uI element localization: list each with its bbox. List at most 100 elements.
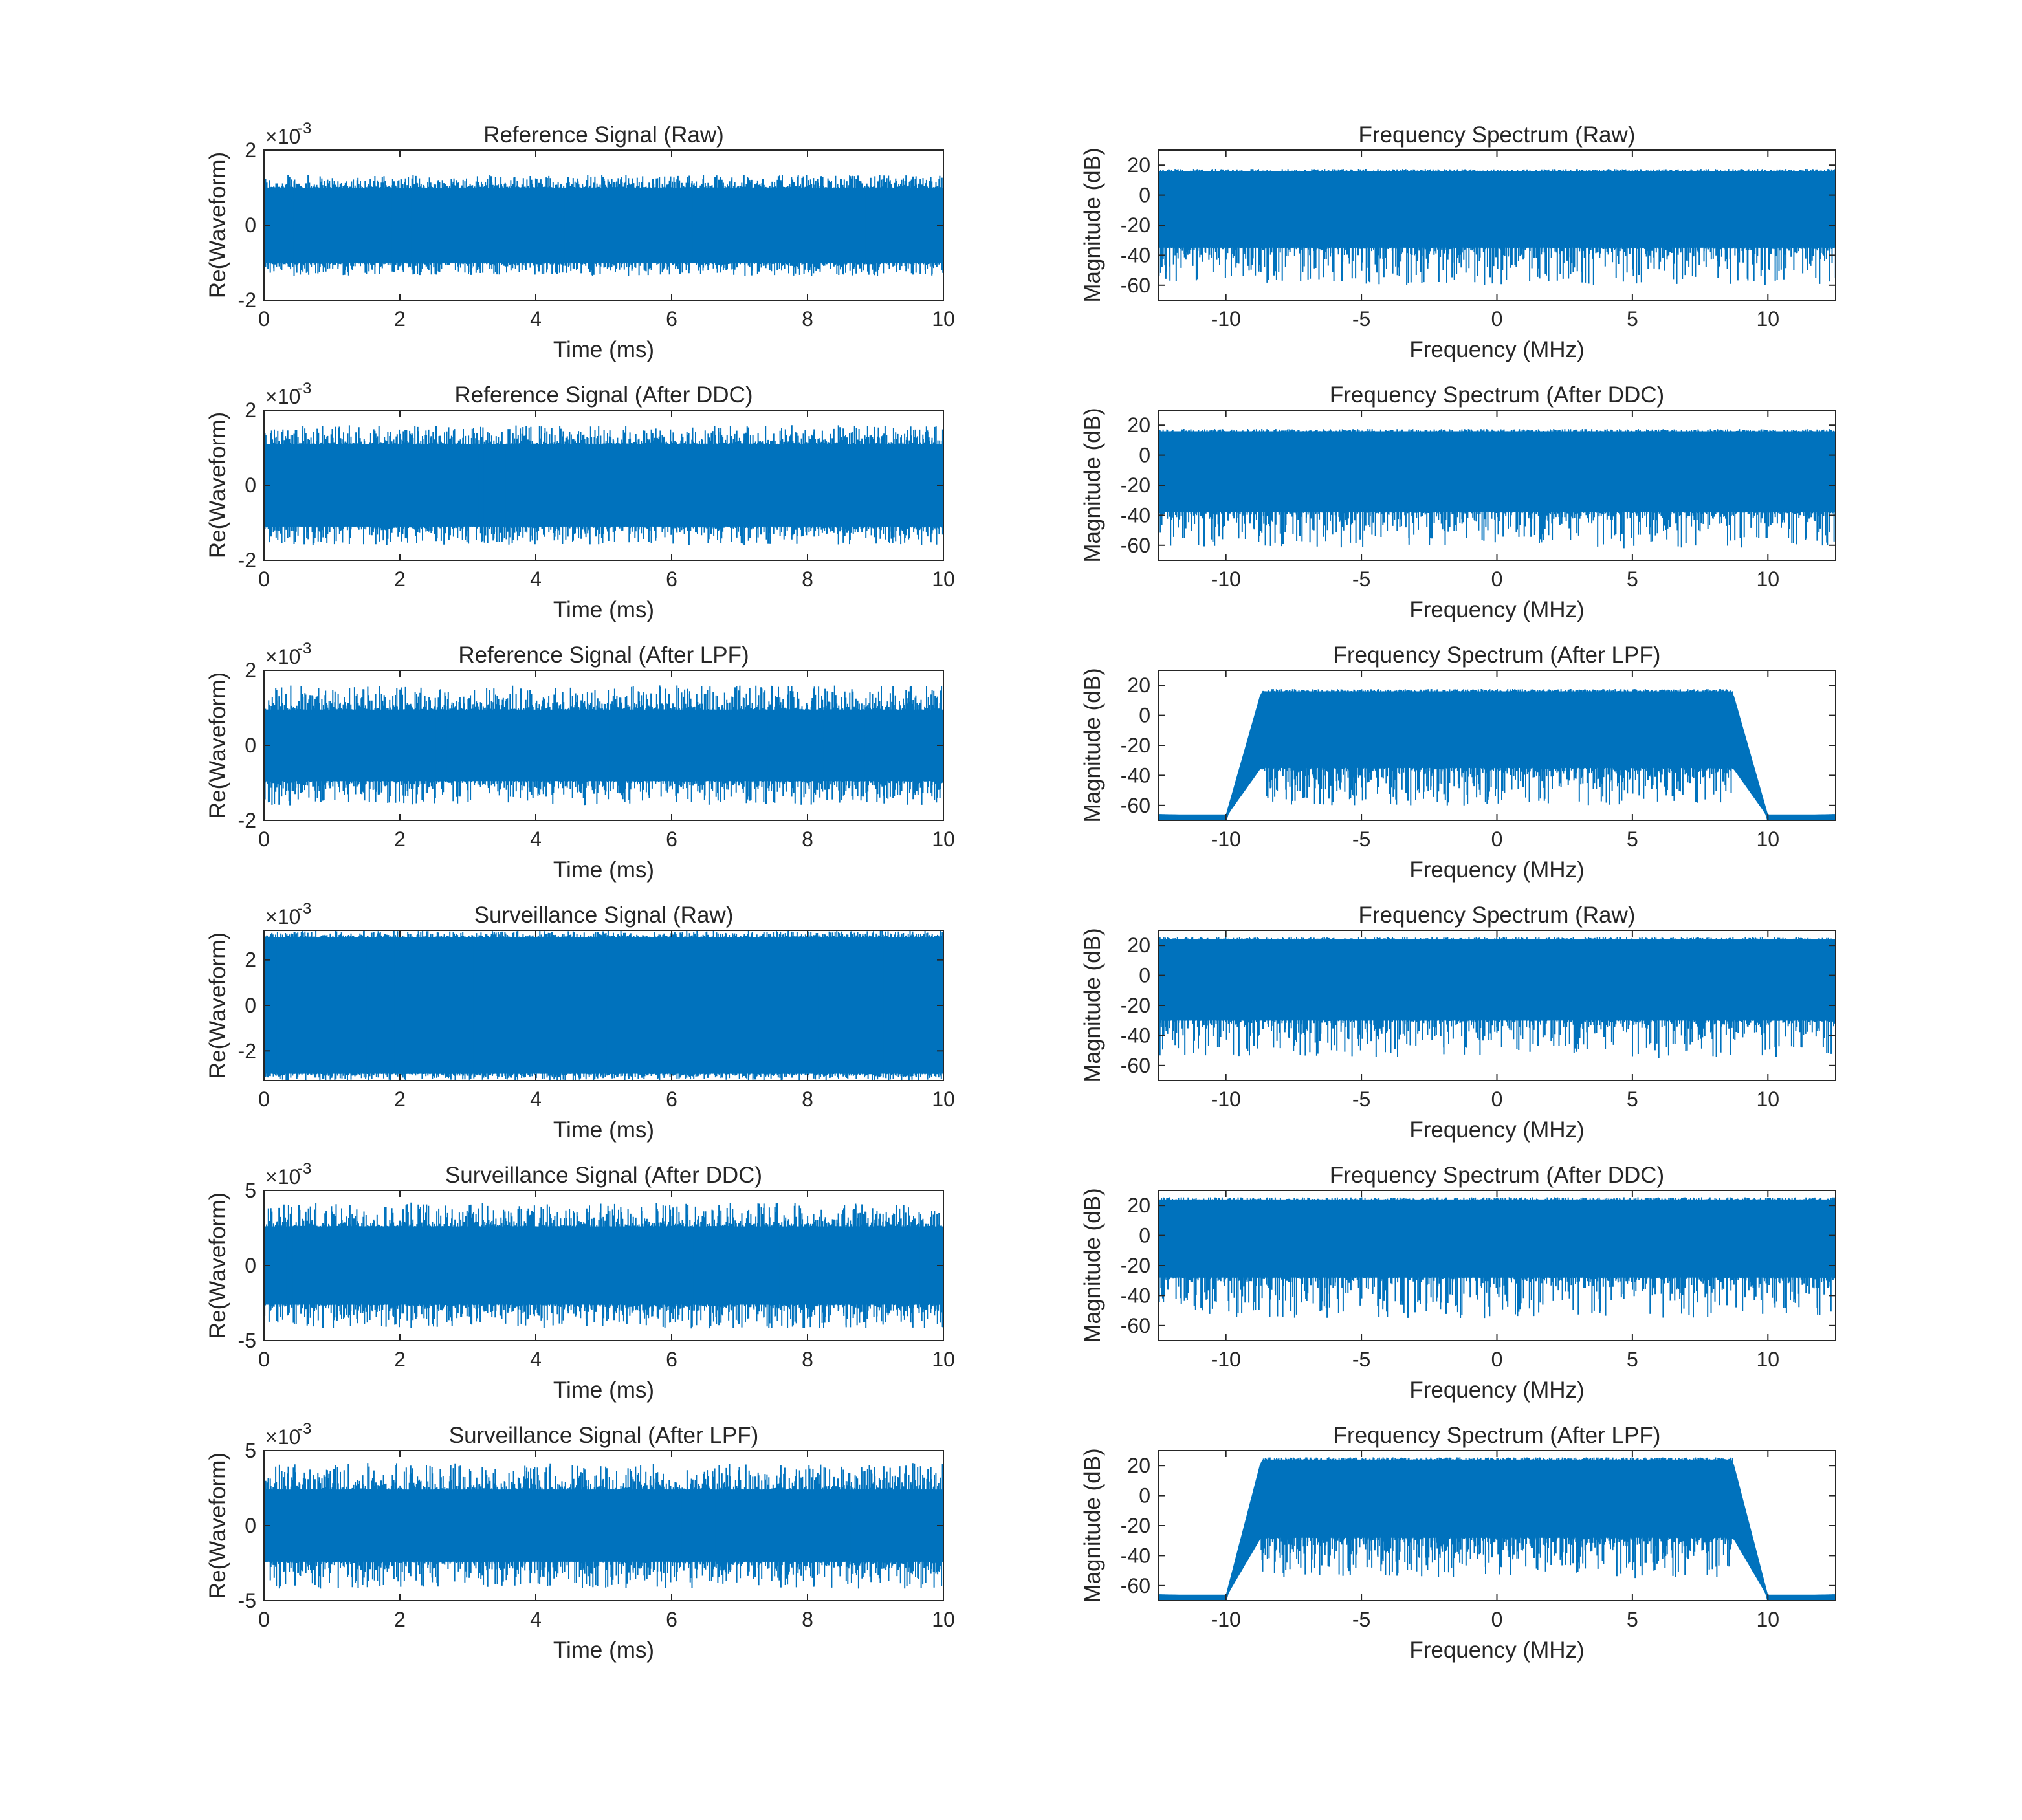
x-tick-label: 5 bbox=[1627, 307, 1638, 331]
y-tick-label: -40 bbox=[1121, 1544, 1150, 1567]
x-tick-label: 2 bbox=[394, 1088, 406, 1111]
subplot-title: Frequency Spectrum (Raw) bbox=[1359, 903, 1636, 928]
subplot-spec-raw-2: -10 -5 0 5 10 -60 -40 -20 0 20 Frequency Spectrum … bbox=[1080, 903, 1836, 1143]
subplot-title: Frequency Spectrum (After DDC) bbox=[1330, 382, 1664, 408]
x-tick-label: -5 bbox=[1352, 307, 1370, 331]
subplot-title: Surveillance Signal (After DDC) bbox=[445, 1163, 762, 1188]
exponent-power: -3 bbox=[298, 1420, 311, 1438]
x-tick-label: 6 bbox=[666, 307, 677, 331]
y-tick-label: -2 bbox=[238, 549, 256, 572]
series-spec-ddc-1 bbox=[1158, 429, 1836, 549]
x-tick-label: 0 bbox=[1491, 567, 1503, 591]
series-ref-ddc-time bbox=[264, 425, 943, 545]
y-tick-label: -5 bbox=[238, 1329, 256, 1352]
x-tick-label: 10 bbox=[1757, 1088, 1780, 1111]
x-tick-label: 2 bbox=[394, 1348, 406, 1371]
y-tick-label: -20 bbox=[1121, 734, 1150, 757]
y-tick-label: -60 bbox=[1121, 794, 1150, 817]
x-axis-label: Time (ms) bbox=[553, 1377, 654, 1403]
series-spec-raw-1 bbox=[1158, 169, 1836, 285]
x-tick-label: 10 bbox=[932, 1348, 955, 1371]
x-tick-label: 4 bbox=[530, 307, 542, 331]
x-tick-label: -10 bbox=[1211, 828, 1241, 851]
x-tick-label: 2 bbox=[394, 307, 406, 331]
exponent-multiplier: ×10 bbox=[265, 1165, 300, 1189]
series-surv-lpf-time bbox=[264, 1463, 943, 1589]
x-tick-label: 2 bbox=[394, 1608, 406, 1631]
exponent-multiplier: ×10 bbox=[265, 125, 300, 148]
x-tick-label: 0 bbox=[258, 567, 270, 591]
x-tick-label: 10 bbox=[932, 828, 955, 851]
subplot-spec-lpf-1: -10 -5 0 5 10 -60 -40 -20 0 20 Frequency Spectrum … bbox=[1080, 642, 1836, 883]
x-tick-label: 4 bbox=[530, 1608, 542, 1631]
x-tick-label: 10 bbox=[1757, 1608, 1780, 1631]
x-tick-label: 0 bbox=[1491, 1348, 1503, 1371]
y-axis-label: Re(Waveform) bbox=[205, 412, 230, 558]
x-tick-label: 4 bbox=[530, 1088, 542, 1111]
x-axis-label: Time (ms) bbox=[553, 1117, 654, 1143]
y-tick-label: 20 bbox=[1127, 934, 1150, 957]
y-tick-label: -40 bbox=[1121, 243, 1150, 267]
subplot-spec-raw-1: -10 -5 0 5 10 -60 -40 -20 0 20 Frequency Spectrum … bbox=[1080, 122, 1836, 362]
y-tick-label: -60 bbox=[1121, 1314, 1150, 1337]
subplot-spec-lpf-2: -10 -5 0 5 10 -60 -40 -20 0 20 Frequency Spectrum … bbox=[1080, 1423, 1836, 1663]
x-tick-label: -10 bbox=[1211, 1608, 1241, 1631]
y-axis-label: Magnitude (dB) bbox=[1080, 148, 1105, 302]
spectrum-band bbox=[1158, 431, 1836, 512]
x-axis-label: Time (ms) bbox=[553, 337, 654, 362]
y-tick-label: 0 bbox=[1139, 1484, 1150, 1508]
subplot-surv-raw-time: 0 2 4 6 8 10 -2 0 2 Surveillance Signal (Raw) Time… bbox=[205, 900, 955, 1143]
y-axis-label: Re(Waveform) bbox=[205, 152, 230, 298]
y-axis-label: Magnitude (dB) bbox=[1080, 668, 1105, 822]
y-tick-label: -5 bbox=[238, 1589, 256, 1612]
spectrum-trace bbox=[1260, 689, 1733, 806]
y-tick-label: 20 bbox=[1127, 1194, 1150, 1217]
series-spec-lpf-2 bbox=[1158, 1457, 1836, 1601]
y-tick-label: -20 bbox=[1121, 474, 1150, 497]
y-tick-label: 0 bbox=[245, 1514, 256, 1537]
exponent-multiplier: ×10 bbox=[265, 645, 300, 668]
noise-trace bbox=[264, 175, 943, 276]
x-axis-label: Time (ms) bbox=[553, 857, 654, 883]
x-tick-label: 5 bbox=[1627, 1088, 1638, 1111]
y-tick-label: -40 bbox=[1121, 763, 1150, 787]
x-tick-label: 6 bbox=[666, 828, 677, 851]
subplot-title: Reference Signal (After DDC) bbox=[455, 382, 753, 408]
spectrum-band bbox=[1158, 171, 1836, 248]
x-tick-label: 2 bbox=[394, 567, 406, 591]
x-axis-label: Frequency (MHz) bbox=[1409, 1377, 1584, 1403]
x-tick-label: 5 bbox=[1627, 1348, 1638, 1371]
x-tick-label: 4 bbox=[530, 1348, 542, 1371]
y-axis-label: Re(Waveform) bbox=[205, 932, 230, 1079]
spectrum-band bbox=[1158, 1459, 1836, 1601]
x-axis-label: Frequency (MHz) bbox=[1409, 1638, 1584, 1663]
y-tick-label: 2 bbox=[245, 948, 256, 972]
subplot-title: Frequency Spectrum (After DDC) bbox=[1330, 1163, 1664, 1188]
x-tick-label: -10 bbox=[1211, 307, 1241, 331]
y-axis-label: Magnitude (dB) bbox=[1080, 408, 1105, 562]
y-tick-label: -60 bbox=[1121, 274, 1150, 297]
y-tick-label: 20 bbox=[1127, 1454, 1150, 1477]
x-tick-label: 5 bbox=[1627, 1608, 1638, 1631]
x-tick-label: 0 bbox=[258, 1608, 270, 1631]
series-ref-lpf-time bbox=[264, 685, 943, 806]
y-tick-label: 0 bbox=[245, 734, 256, 757]
x-tick-label: -5 bbox=[1352, 1088, 1370, 1111]
spectrum-band bbox=[1158, 1199, 1836, 1278]
spectrum-trace bbox=[1158, 169, 1836, 285]
exponent-multiplier: ×10 bbox=[265, 1425, 300, 1449]
x-axis-label: Time (ms) bbox=[553, 1638, 654, 1663]
y-tick-label: -40 bbox=[1121, 503, 1150, 527]
x-tick-label: 4 bbox=[530, 567, 542, 591]
y-tick-label: -20 bbox=[1121, 994, 1150, 1017]
x-tick-label: 6 bbox=[666, 567, 677, 591]
x-tick-label: 10 bbox=[1757, 307, 1780, 331]
x-tick-label: 0 bbox=[1491, 307, 1503, 331]
exponent-power: -3 bbox=[298, 640, 311, 657]
y-axis-label: Magnitude (dB) bbox=[1080, 1188, 1105, 1343]
y-tick-label: 0 bbox=[1139, 184, 1150, 207]
spectrum-band bbox=[1158, 939, 1836, 1021]
